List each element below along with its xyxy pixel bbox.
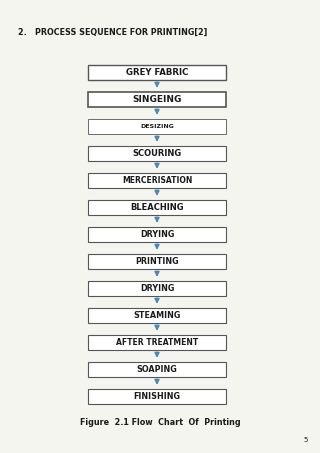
Text: STEAMING: STEAMING	[133, 311, 181, 320]
Text: MERCERISATION: MERCERISATION	[122, 176, 192, 185]
FancyBboxPatch shape	[88, 335, 226, 350]
Text: BLEACHING: BLEACHING	[130, 203, 184, 212]
Text: PRINTING: PRINTING	[135, 257, 179, 266]
FancyBboxPatch shape	[88, 281, 226, 295]
Text: FINISHING: FINISHING	[133, 392, 180, 401]
Text: 2.   PROCESS SEQUENCE FOR PRINTING[2]: 2. PROCESS SEQUENCE FOR PRINTING[2]	[18, 28, 207, 37]
Text: 5: 5	[304, 437, 308, 443]
Text: SCOURING: SCOURING	[132, 149, 182, 158]
Text: DRYING: DRYING	[140, 284, 174, 293]
Text: GREY FABRIC: GREY FABRIC	[126, 68, 188, 77]
FancyBboxPatch shape	[88, 92, 226, 106]
Text: AFTER TREATMENT: AFTER TREATMENT	[116, 338, 198, 347]
FancyBboxPatch shape	[88, 200, 226, 215]
FancyBboxPatch shape	[88, 146, 226, 160]
Text: Figure  2.1 Flow  Chart  Of  Printing: Figure 2.1 Flow Chart Of Printing	[80, 418, 240, 427]
Text: SOAPING: SOAPING	[137, 365, 177, 374]
FancyBboxPatch shape	[88, 254, 226, 269]
FancyBboxPatch shape	[88, 362, 226, 376]
FancyBboxPatch shape	[88, 119, 226, 134]
Text: DRYING: DRYING	[140, 230, 174, 239]
Text: SINGEING: SINGEING	[132, 95, 182, 104]
FancyBboxPatch shape	[88, 227, 226, 241]
FancyBboxPatch shape	[88, 65, 226, 79]
FancyBboxPatch shape	[88, 389, 226, 404]
Text: DESIZING: DESIZING	[140, 124, 174, 129]
FancyBboxPatch shape	[88, 173, 226, 188]
FancyBboxPatch shape	[88, 308, 226, 323]
